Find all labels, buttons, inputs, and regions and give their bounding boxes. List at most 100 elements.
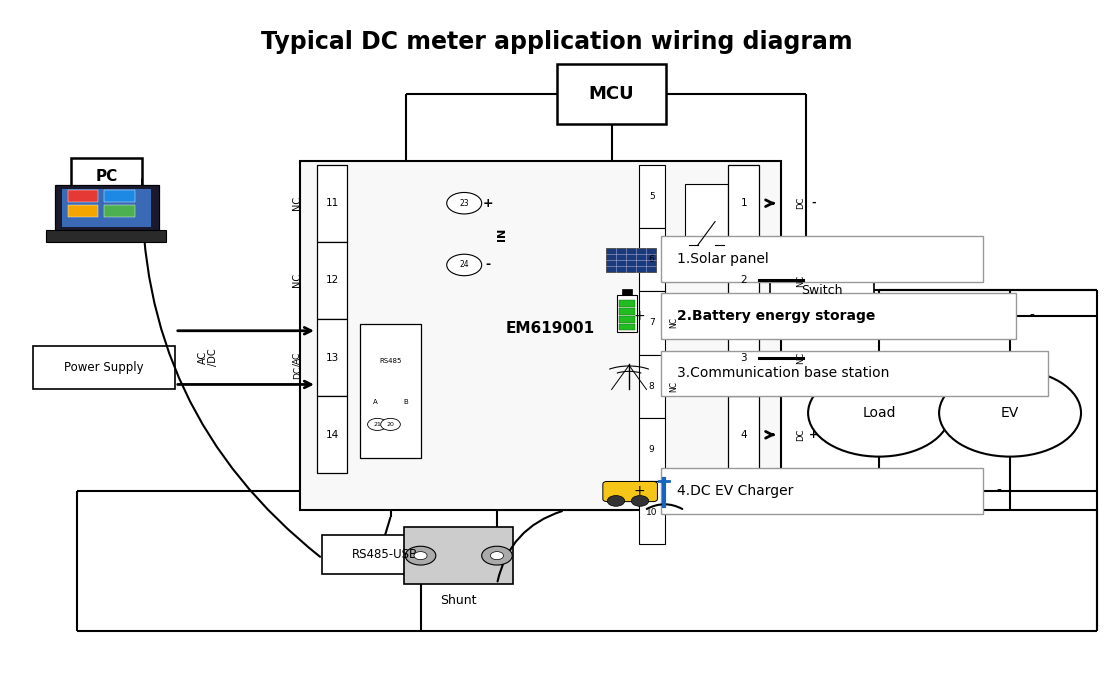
Text: NC: NC (797, 351, 805, 364)
Text: +: + (482, 197, 494, 210)
Text: /: / (293, 363, 302, 366)
Circle shape (381, 419, 400, 430)
Circle shape (632, 495, 648, 506)
Text: 12: 12 (325, 275, 339, 286)
Circle shape (414, 551, 427, 560)
Text: Switch: Switch (801, 284, 842, 297)
Bar (729, 319, 759, 396)
Bar (622, 290, 632, 295)
Text: Shunt: Shunt (440, 595, 477, 608)
Bar (55, 185, 158, 232)
Text: +: + (809, 429, 818, 440)
Circle shape (405, 546, 436, 565)
Bar (638, 481, 665, 545)
Text: 5: 5 (648, 192, 655, 201)
Bar (46, 229, 166, 242)
Text: Typical DC meter application wiring diagram: Typical DC meter application wiring diag… (261, 30, 853, 54)
Text: -: - (811, 198, 815, 208)
Bar (661, 351, 1048, 396)
Circle shape (481, 546, 512, 565)
Bar (62, 190, 150, 227)
Text: -: - (1029, 310, 1034, 323)
Text: EV: EV (1001, 406, 1019, 420)
Text: AC
/DC: AC /DC (197, 349, 217, 366)
Bar (770, 269, 873, 312)
Bar (684, 184, 729, 279)
Text: NC: NC (292, 273, 302, 288)
Text: 2: 2 (741, 275, 747, 286)
Bar (404, 527, 514, 584)
FancyBboxPatch shape (603, 482, 657, 501)
Bar (71, 158, 143, 195)
Text: 2.Battery energy storage: 2.Battery energy storage (677, 310, 876, 323)
Text: 6: 6 (648, 255, 655, 264)
Text: 8: 8 (648, 382, 655, 390)
Text: 3: 3 (741, 353, 747, 362)
Text: 4.DC EV Charger: 4.DC EV Charger (677, 484, 793, 498)
Text: DC: DC (797, 197, 805, 210)
Text: RS485: RS485 (380, 358, 402, 364)
Bar (638, 291, 665, 355)
Text: NC: NC (670, 317, 678, 328)
Circle shape (607, 495, 625, 506)
Bar (316, 396, 348, 473)
Text: EM619001: EM619001 (506, 321, 595, 336)
Bar (729, 164, 759, 242)
Bar (557, 64, 666, 125)
Text: 11: 11 (325, 198, 339, 208)
Text: 20: 20 (387, 422, 394, 427)
Text: PC: PC (96, 169, 118, 184)
Bar (617, 295, 637, 332)
Bar (619, 301, 635, 307)
Text: 10: 10 (646, 508, 657, 517)
Bar (619, 316, 635, 323)
Bar (661, 293, 1016, 339)
Bar (322, 535, 448, 574)
Bar (661, 468, 983, 514)
Circle shape (447, 254, 481, 275)
Bar (619, 324, 635, 330)
Text: IN: IN (498, 227, 507, 240)
Circle shape (447, 192, 481, 214)
Bar (638, 355, 665, 418)
Bar (729, 396, 759, 473)
Bar (104, 190, 135, 202)
Text: B: B (403, 399, 408, 405)
Circle shape (490, 551, 504, 560)
Text: 13: 13 (325, 353, 339, 362)
Text: 23: 23 (459, 199, 469, 208)
Text: RS485-USB: RS485-USB (352, 548, 418, 561)
Text: NC: NC (670, 381, 678, 392)
Bar (361, 324, 421, 458)
Circle shape (368, 419, 388, 430)
Text: 1.Solar panel: 1.Solar panel (677, 252, 769, 266)
Bar (661, 236, 983, 282)
Bar (33, 346, 175, 390)
Bar (301, 161, 781, 510)
Text: NC: NC (292, 196, 302, 210)
Text: -: - (997, 484, 1001, 498)
Bar (316, 319, 348, 396)
Text: 24: 24 (459, 260, 469, 269)
Text: 1: 1 (741, 198, 747, 208)
Circle shape (939, 369, 1081, 457)
Bar (638, 228, 665, 291)
Bar (104, 205, 135, 217)
Bar (638, 418, 665, 481)
Text: AC: AC (293, 351, 302, 364)
Text: 21: 21 (373, 422, 381, 427)
Text: 4: 4 (741, 429, 747, 440)
Text: NC: NC (797, 274, 805, 286)
Text: 7: 7 (648, 319, 655, 327)
Text: DC: DC (797, 429, 805, 441)
Bar (729, 242, 759, 319)
Bar (316, 164, 348, 242)
Bar (638, 164, 665, 228)
Text: +: + (633, 310, 645, 323)
Bar (606, 248, 656, 272)
Text: +: + (633, 484, 645, 498)
Text: Power Supply: Power Supply (65, 361, 144, 374)
Bar (619, 308, 635, 314)
Text: 3.Communication base station: 3.Communication base station (677, 366, 889, 380)
Bar (316, 242, 348, 319)
